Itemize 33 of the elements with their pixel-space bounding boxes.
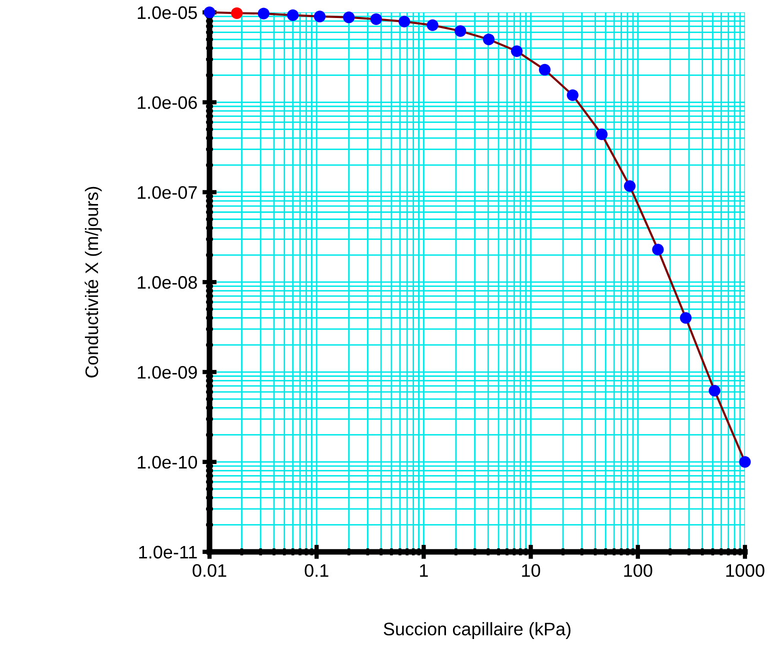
point <box>454 25 466 37</box>
point <box>287 9 299 21</box>
point <box>426 19 438 31</box>
x-tick-label: 100 <box>624 564 652 577</box>
x-axis-title: Succion capillaire (kPa) <box>384 622 570 639</box>
x-tick-label: 0.1 <box>304 564 328 577</box>
y-tick-label: 1.0e-05 <box>138 6 197 20</box>
x-tick-label: 1 <box>420 564 428 577</box>
point <box>398 16 410 28</box>
point <box>538 64 551 76</box>
x-tick-label: 0.01 <box>192 564 226 577</box>
point <box>343 12 355 24</box>
point <box>624 180 636 192</box>
point <box>680 312 692 324</box>
x-tick-label: 10 <box>522 564 540 577</box>
x-tick-label: 1000 <box>726 564 764 577</box>
point <box>510 45 523 57</box>
y-tick-label: 1.0e-09 <box>138 366 197 379</box>
point <box>482 34 495 46</box>
point <box>231 7 243 19</box>
y-tick-label: 1.0e-10 <box>138 456 198 469</box>
point <box>370 13 382 25</box>
point <box>566 89 578 101</box>
point <box>708 384 720 396</box>
y-axis-title: Conductivité X (m/jours) <box>84 186 102 378</box>
y-tick-label: 1.0e-11 <box>139 546 197 559</box>
y-tick-label: 1.0e-06 <box>138 96 197 109</box>
point <box>652 244 664 256</box>
y-tick-label: 1.0e-08 <box>138 276 197 289</box>
point <box>596 128 608 140</box>
y-tick-label: 1.0e-07 <box>138 186 197 199</box>
point <box>314 10 326 22</box>
point <box>258 8 270 20</box>
